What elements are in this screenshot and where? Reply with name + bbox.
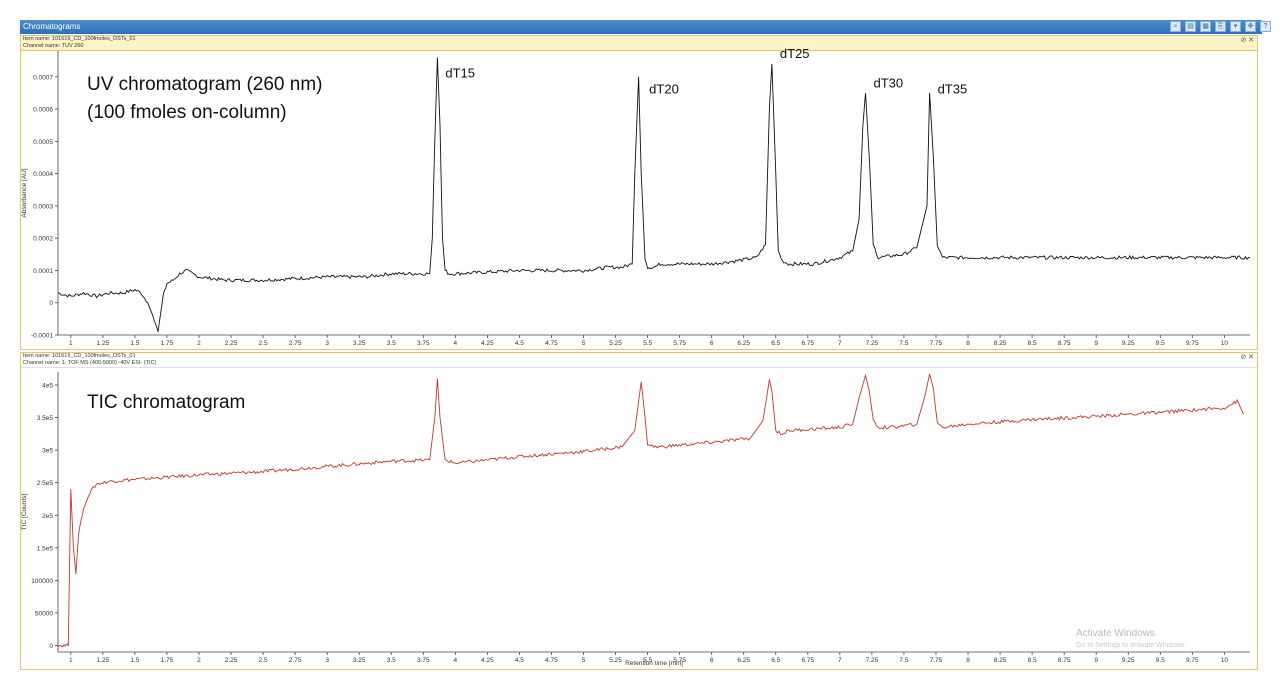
watermark-activate: Activate Windows bbox=[1076, 628, 1155, 639]
tic-pane-close-icon[interactable]: ⊘ ✕ bbox=[1240, 354, 1254, 361]
copy-icon[interactable]: ⎘ bbox=[1215, 21, 1226, 32]
watermark-settings: Go to Settings to activate Windows. bbox=[1076, 642, 1187, 649]
tic-item-name: Item name: 101619_CD_100fmoles_OSTs_01 bbox=[23, 353, 136, 359]
toolbar: ⌕ ▤ ▦ ⎘ ▾ ✥ ? bbox=[1170, 21, 1271, 32]
zoom-icon[interactable]: ⌕ bbox=[1170, 21, 1181, 32]
grid-icon[interactable]: ▦ bbox=[1200, 21, 1211, 32]
uv-chromatogram-pane: Item name: 101619_CD_100fmoles_OSTs_01 C… bbox=[20, 35, 1258, 350]
uv-channel-name: Channel name: TUV 260 bbox=[23, 43, 84, 49]
window-titlebar: Chromatograms ⌕ ▤ ▦ ⎘ ▾ ✥ ? bbox=[20, 20, 1271, 34]
pan-icon[interactable]: ✥ bbox=[1245, 21, 1256, 32]
tic-chromatogram-pane: Item name: 101619_CD_100fmoles_OSTs_01 C… bbox=[20, 352, 1258, 670]
tic-pane-header: Item name: 101619_CD_100fmoles_OSTs_01 C… bbox=[21, 353, 1257, 368]
uv-pane-close-icon[interactable]: ⊘ ✕ bbox=[1240, 37, 1254, 44]
layout-icon[interactable]: ▤ bbox=[1185, 21, 1196, 32]
tic-channel-name: Channel name: 1: TOF MS (400-5000) -40V … bbox=[23, 360, 157, 366]
dropdown-icon[interactable]: ▾ bbox=[1230, 21, 1241, 32]
help-icon[interactable]: ? bbox=[1260, 21, 1271, 32]
window-title: Chromatograms bbox=[23, 22, 81, 31]
uv-pane-header: Item name: 101619_CD_100fmoles_OSTs_01 C… bbox=[21, 36, 1257, 51]
uv-item-name: Item name: 101619_CD_100fmoles_OSTs_01 bbox=[23, 36, 136, 42]
